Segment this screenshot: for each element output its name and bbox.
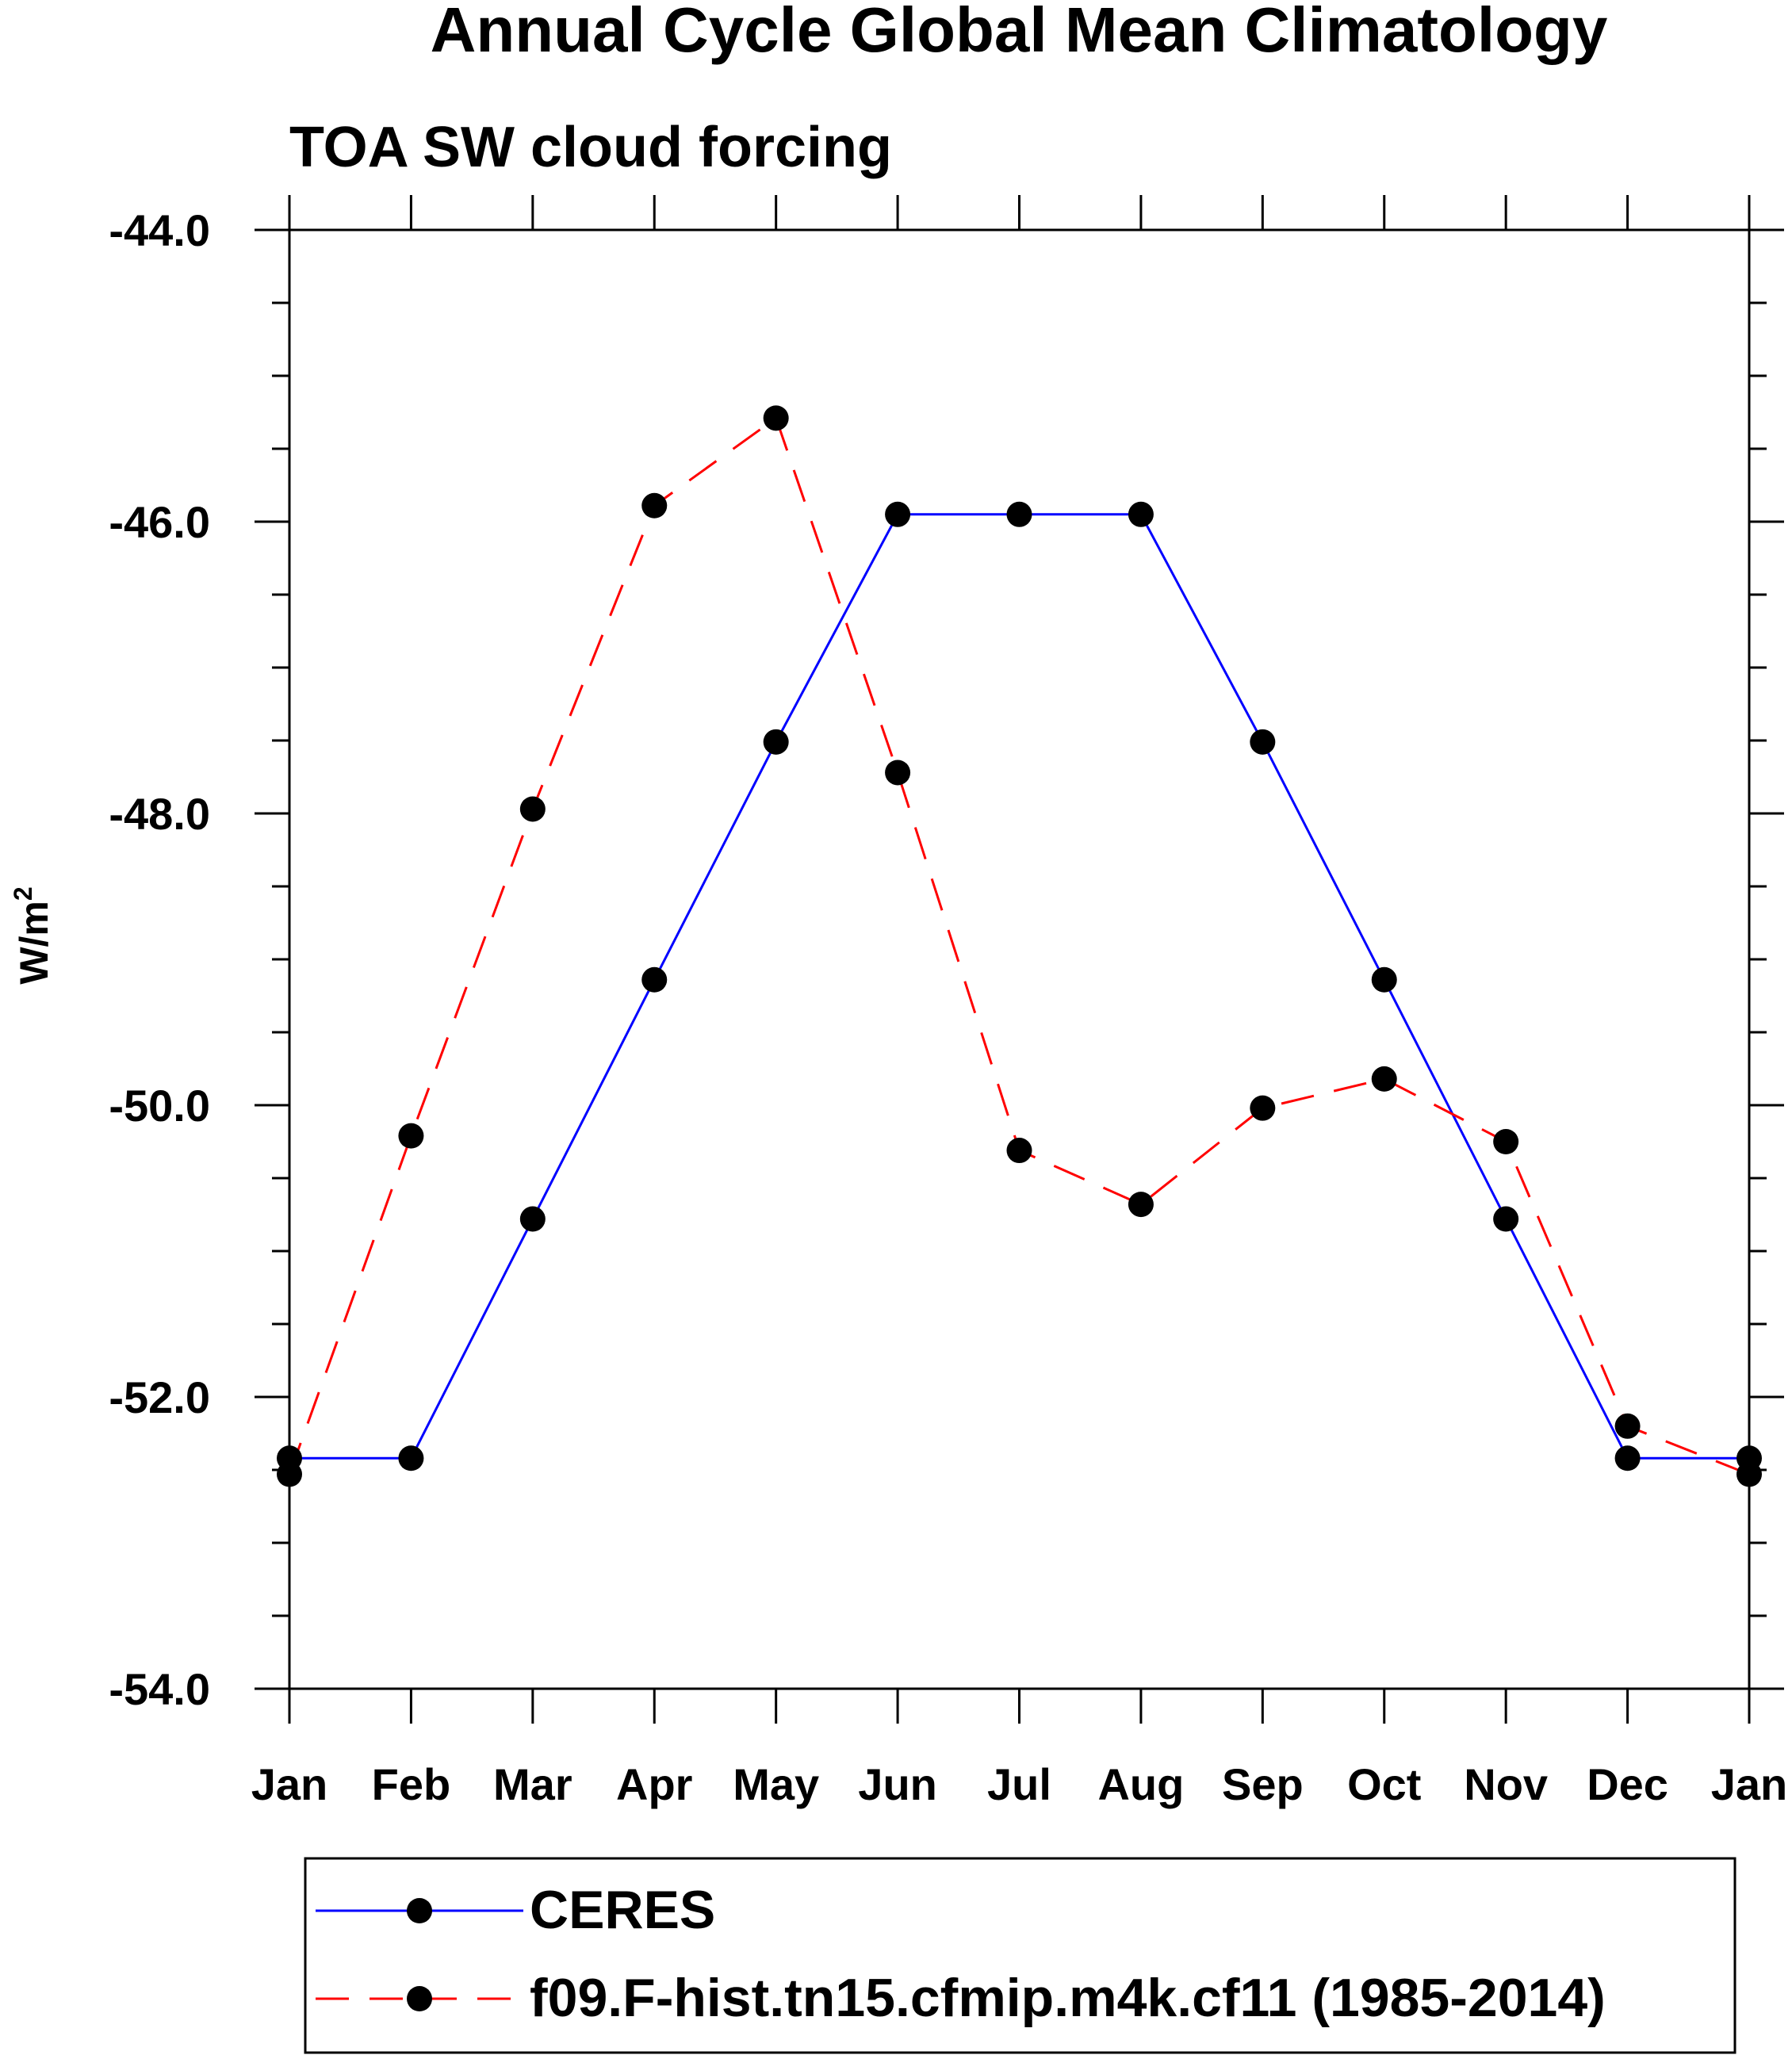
y-tick-label: -44.0 [109, 205, 210, 255]
chart-title: Annual Cycle Global Mean Climatology [431, 0, 1608, 65]
x-tick-label: Jul [987, 1759, 1051, 1809]
series-0-point [1614, 1445, 1641, 1471]
series-1-point [1614, 1413, 1641, 1439]
series-1-point [1493, 1129, 1519, 1154]
x-tick-label: Nov [1464, 1759, 1548, 1809]
series-layer [277, 405, 1762, 1487]
legend-marker-ceres [407, 1898, 432, 1923]
series-1-point [1006, 1138, 1032, 1164]
y-tick-label: -54.0 [109, 1664, 210, 1714]
y-tick-label: -48.0 [109, 789, 210, 839]
legend-label-ceres: CERES [530, 1880, 715, 1940]
legend: CERES f09.F-hist.tn15.cfmip.m4k.cf11 (19… [304, 1857, 1736, 2054]
series-0-point [641, 966, 668, 993]
legend-label-model: f09.F-hist.tn15.cfmip.m4k.cf11 (1985-201… [530, 1968, 1606, 2028]
series-0-point [1250, 729, 1276, 755]
chart-subtitle: TOA SW cloud forcing [289, 116, 892, 179]
y-axis-label: W/m2 [9, 886, 56, 984]
x-tick-label: Mar [493, 1759, 572, 1809]
series-1-point [885, 760, 911, 786]
series-0-point [1128, 501, 1154, 527]
x-tick-label: Jan [1711, 1759, 1788, 1809]
series-1-point [398, 1123, 424, 1149]
axis-ticks [255, 195, 1784, 1724]
series-1-point [1371, 1066, 1397, 1092]
series-1-point [1128, 1192, 1154, 1218]
series-0-point [519, 1206, 546, 1232]
series-0-point [763, 729, 789, 755]
series-1-point [1250, 1095, 1276, 1121]
y-tick-label: -46.0 [109, 497, 210, 547]
series-1-point [641, 492, 668, 519]
y-tick-label: -50.0 [109, 1081, 210, 1131]
series-line-0 [289, 513, 1749, 1460]
y-axis-label-superscript: 2 [9, 886, 37, 901]
x-tick-label: Sep [1222, 1759, 1304, 1809]
y-axis-label-text: W/m [12, 901, 56, 985]
x-tick-label: Apr [616, 1759, 692, 1809]
series-0-point [1006, 501, 1032, 527]
series-1-point [763, 405, 789, 431]
series-0-point [1371, 966, 1397, 993]
tick-labels: Jan Feb Mar Apr May Jun Jul Aug Sep Oct Nov Dec Jan-… [109, 205, 1787, 1809]
x-tick-label: Feb [372, 1759, 451, 1809]
series-1-point [519, 796, 546, 822]
x-tick-label: Oct [1347, 1759, 1421, 1809]
x-tick-label: Jun [858, 1759, 937, 1809]
plot-frame [288, 228, 1751, 1690]
x-tick-label: Dec [1587, 1759, 1668, 1809]
legend-marker-model [407, 1986, 432, 2011]
legend-box [304, 1857, 1736, 2054]
x-tick-label: Aug [1097, 1759, 1184, 1809]
x-tick-label: Jan [251, 1759, 328, 1809]
y-tick-label: -52.0 [109, 1372, 210, 1422]
series-line-1 [288, 416, 1750, 1475]
series-0-point [1493, 1206, 1519, 1232]
x-tick-label: May [733, 1759, 819, 1809]
series-0-point [885, 501, 911, 527]
series-0-point [398, 1445, 424, 1471]
